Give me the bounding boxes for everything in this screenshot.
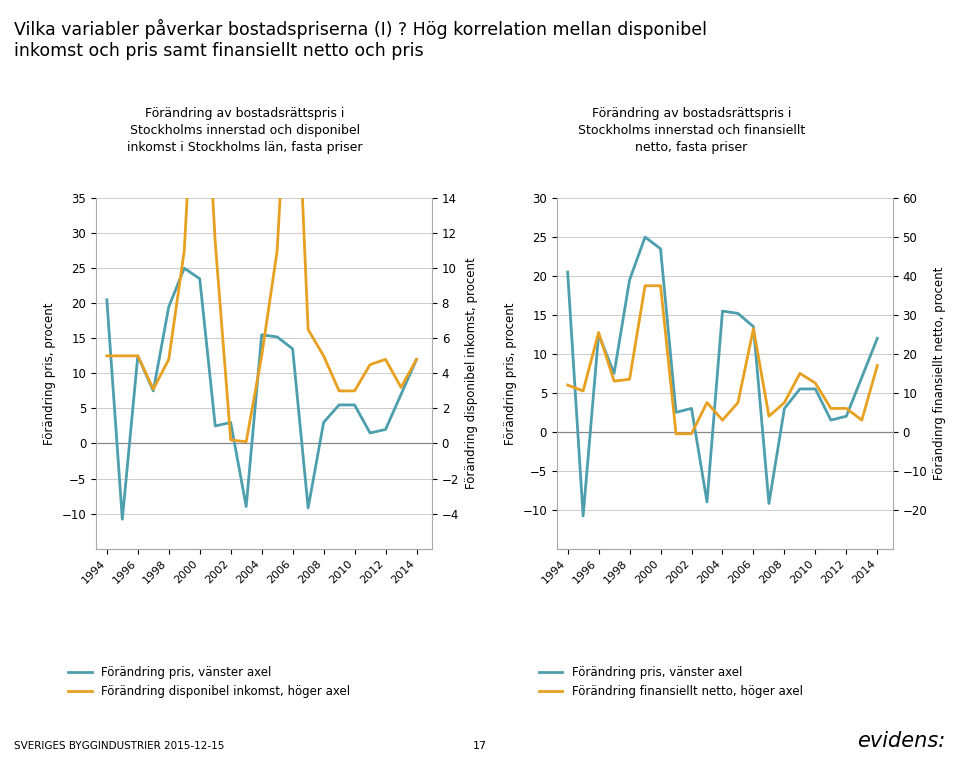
Text: Förändring av bostadsrättspris i
Stockholms innerstad och disponibel
inkomst i S: Förändring av bostadsrättspris i Stockho… (127, 107, 363, 154)
Text: evidens:: evidens: (857, 731, 946, 751)
Text: 17: 17 (473, 741, 487, 751)
Text: Vilka variabler påverkar bostadspriserna (I) ? Hög korrelation mellan disponibel: Vilka variabler påverkar bostadspriserna… (14, 19, 708, 39)
Legend: Förändring pris, vänster axel, Förändring finansiellt netto, höger axel: Förändring pris, vänster axel, Förändrin… (534, 661, 807, 703)
Text: inkomst och pris samt finansiellt netto och pris: inkomst och pris samt finansiellt netto … (14, 42, 424, 60)
Y-axis label: Förändring pris, procent: Förändring pris, procent (504, 302, 516, 445)
Text: SVERIGES BYGGINDUSTRIER 2015-12-15: SVERIGES BYGGINDUSTRIER 2015-12-15 (14, 741, 225, 751)
Y-axis label: Förändring disponibel inkomst, procent: Förändring disponibel inkomst, procent (465, 258, 478, 489)
Y-axis label: Förändring pris, procent: Förändring pris, procent (43, 302, 56, 445)
Text: Förändring av bostadsrättspris i
Stockholms innerstad och finansiellt
netto, fas: Förändring av bostadsrättspris i Stockho… (578, 107, 804, 154)
Legend: Förändring pris, vänster axel, Förändring disponibel inkomst, höger axel: Förändring pris, vänster axel, Förändrin… (63, 661, 355, 703)
Y-axis label: Förändinrg finansiellt netto, procent: Förändinrg finansiellt netto, procent (933, 267, 946, 480)
